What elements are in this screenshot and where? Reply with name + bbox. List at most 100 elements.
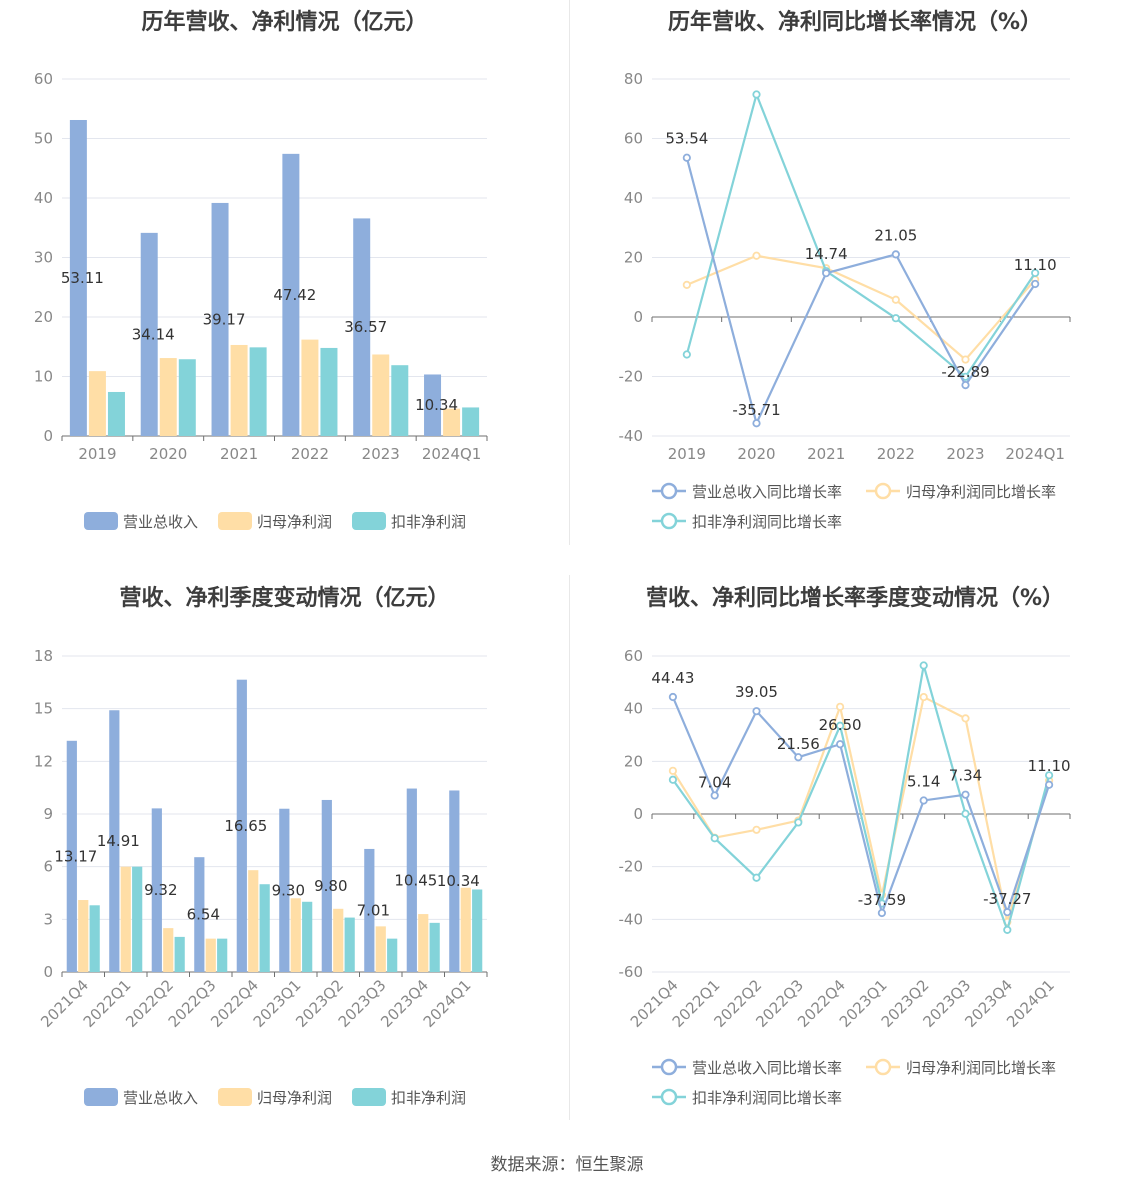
bar-归母净利润 [372,354,390,436]
data-point [752,825,761,834]
bar-扣非净利润 [174,936,185,972]
data-point [1031,279,1040,289]
legend-label: 营业总收入 [123,1089,198,1107]
series-line-营业总收入同比增长率 [671,696,1051,917]
bar-归母净利润 [78,900,89,972]
series-line-归母净利润同比增长率 [686,254,1036,362]
data-label: 26.50 [819,716,862,734]
x-tick-label: 2020 [737,445,775,463]
y-tick-label: 40 [34,189,53,207]
x-tick-label: 2022 [877,445,915,463]
data-point [752,707,761,716]
data-label: -37.59 [858,891,906,909]
y-tick-label: 15 [34,700,53,718]
y-tick-label: 9 [43,805,53,823]
bar-营业总收入 [211,202,229,436]
data-label: 21.56 [777,735,820,753]
legend-label: 营业总收入 [123,513,198,531]
bar-扣非净利润 [462,407,480,436]
bar-归母净利润 [205,938,216,972]
bar-扣非净利润 [387,938,398,972]
legend-label: 归母净利润同比增长率 [906,483,1056,501]
bar-扣非净利润 [178,359,196,436]
legend-swatch [218,512,252,530]
data-label: 10.34 [437,872,480,890]
data-point [668,766,678,775]
data-label: 39.17 [203,310,246,328]
bar-归母净利润 [333,908,344,972]
y-tick-label: 20 [34,308,53,326]
x-tick-label: 2020 [149,445,187,463]
annual-growth-title: 历年营收、净利同比增长率情况（%） [667,10,1043,35]
bar-归母净利润 [230,344,248,436]
y-tick-label: -40 [619,427,644,445]
y-tick-label: 0 [43,963,53,981]
data-point [919,692,928,702]
legend-swatch [84,1088,118,1106]
data-point [752,251,761,260]
y-tick-label: 0 [43,427,53,445]
x-tick-label: 2024Q1 [1005,445,1065,463]
bar-归母净利润 [418,914,429,972]
x-tick-label: 2023 [362,445,400,463]
data-point [1044,771,1054,780]
series-line-扣非净利润同比增长率 [685,90,1037,379]
bar-归母净利润 [443,408,461,436]
data-point [1044,780,1054,789]
y-tick-label: -20 [619,858,644,876]
bar-归母净利润 [248,870,259,972]
y-tick-label: 60 [624,647,643,665]
quarterly-growth-panel: 营收、净利同比增长率季度变动情况（%） -60 -40 -20 0 20 40 60 2021… [570,576,1134,1136]
bar-归母净利润 [375,926,386,972]
data-point [752,873,761,882]
legend-label: 归母净利润同比增长率 [906,1059,1056,1077]
bar-营业总收入 [279,808,290,972]
data-label: 53.54 [665,130,708,148]
data-label: 6.54 [187,906,220,924]
bar-归母净利润 [301,339,319,436]
annual-growth-chart: -40 -20 0 20 40 60 80 2019 2020 2021 2022 2023 2024Q… [619,70,1071,531]
data-point [710,791,719,800]
bar-扣非净利润 [259,884,270,972]
data-label: 7.34 [949,767,982,785]
data-label: -35.71 [732,401,780,419]
legend-marker [660,512,678,530]
quarterly-bar-title: 营收、净利季度变动情况（亿元） [119,586,450,611]
x-tick-label: 2024Q1 [420,976,475,1031]
data-label: 47.42 [273,286,316,304]
legend-swatch [84,512,118,530]
bar-营业总收入 [236,679,247,972]
x-tick-label: 2021 [807,445,845,463]
annual-bar-title: 历年营收、净利情况（亿元） [141,10,428,35]
data-label: 21.05 [874,226,917,244]
y-tick-label: 3 [43,910,53,928]
data-label: 14.91 [97,832,140,850]
legend-marker [660,1058,678,1076]
bar-扣非净利润 [320,347,338,436]
bar-营业总收入 [406,788,417,972]
bar-营业总收入 [69,119,87,437]
data-source-note: 数据来源：恒生聚源 [490,1155,644,1175]
data-point [752,419,761,428]
data-label: 9.32 [144,881,177,899]
y-tick-label: -60 [619,963,644,981]
data-point [835,702,845,711]
data-label: 39.05 [735,683,778,701]
data-label: 36.57 [344,318,387,336]
bar-扣非净利润 [217,938,228,972]
data-label: 10.45 [394,871,437,889]
x-tick-label: 2022 [291,445,329,463]
bar-归母净利润 [163,928,174,972]
series-line-扣非净利润同比增长率 [672,665,1051,934]
data-point [961,380,970,390]
data-point [1003,908,1012,917]
data-label: 11.10 [1014,256,1057,274]
x-tick-label: 2021 [220,445,258,463]
data-point [668,775,678,784]
y-tick-label: 18 [34,647,53,665]
bar-扣非净利润 [344,917,355,972]
data-label: 44.43 [651,669,694,687]
quarterly-growth-chart: -60-40-2002040602021Q42022Q12022Q22022Q3… [619,647,1071,1107]
annual-growth-panel: 历年营收、净利同比增长率情况（%） -40 -20 0 20 40 60 80 2019 202… [570,0,1134,560]
quarterly-bar-chart: 03691215182021Q42022Q12022Q22022Q32022Q4… [34,647,488,1107]
